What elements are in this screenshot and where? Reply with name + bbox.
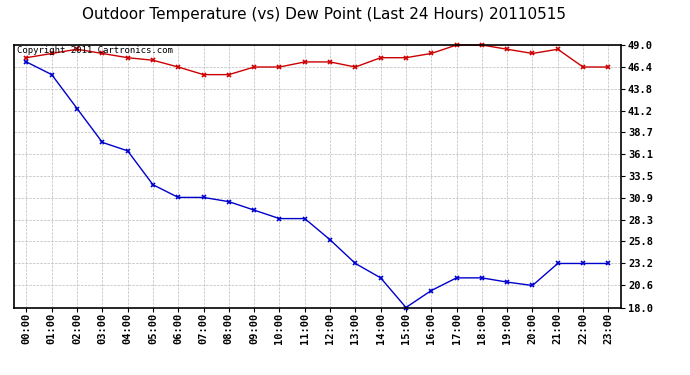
Text: Outdoor Temperature (vs) Dew Point (Last 24 Hours) 20110515: Outdoor Temperature (vs) Dew Point (Last…	[82, 8, 566, 22]
Text: Copyright 2011 Cartronics.com: Copyright 2011 Cartronics.com	[17, 46, 172, 56]
